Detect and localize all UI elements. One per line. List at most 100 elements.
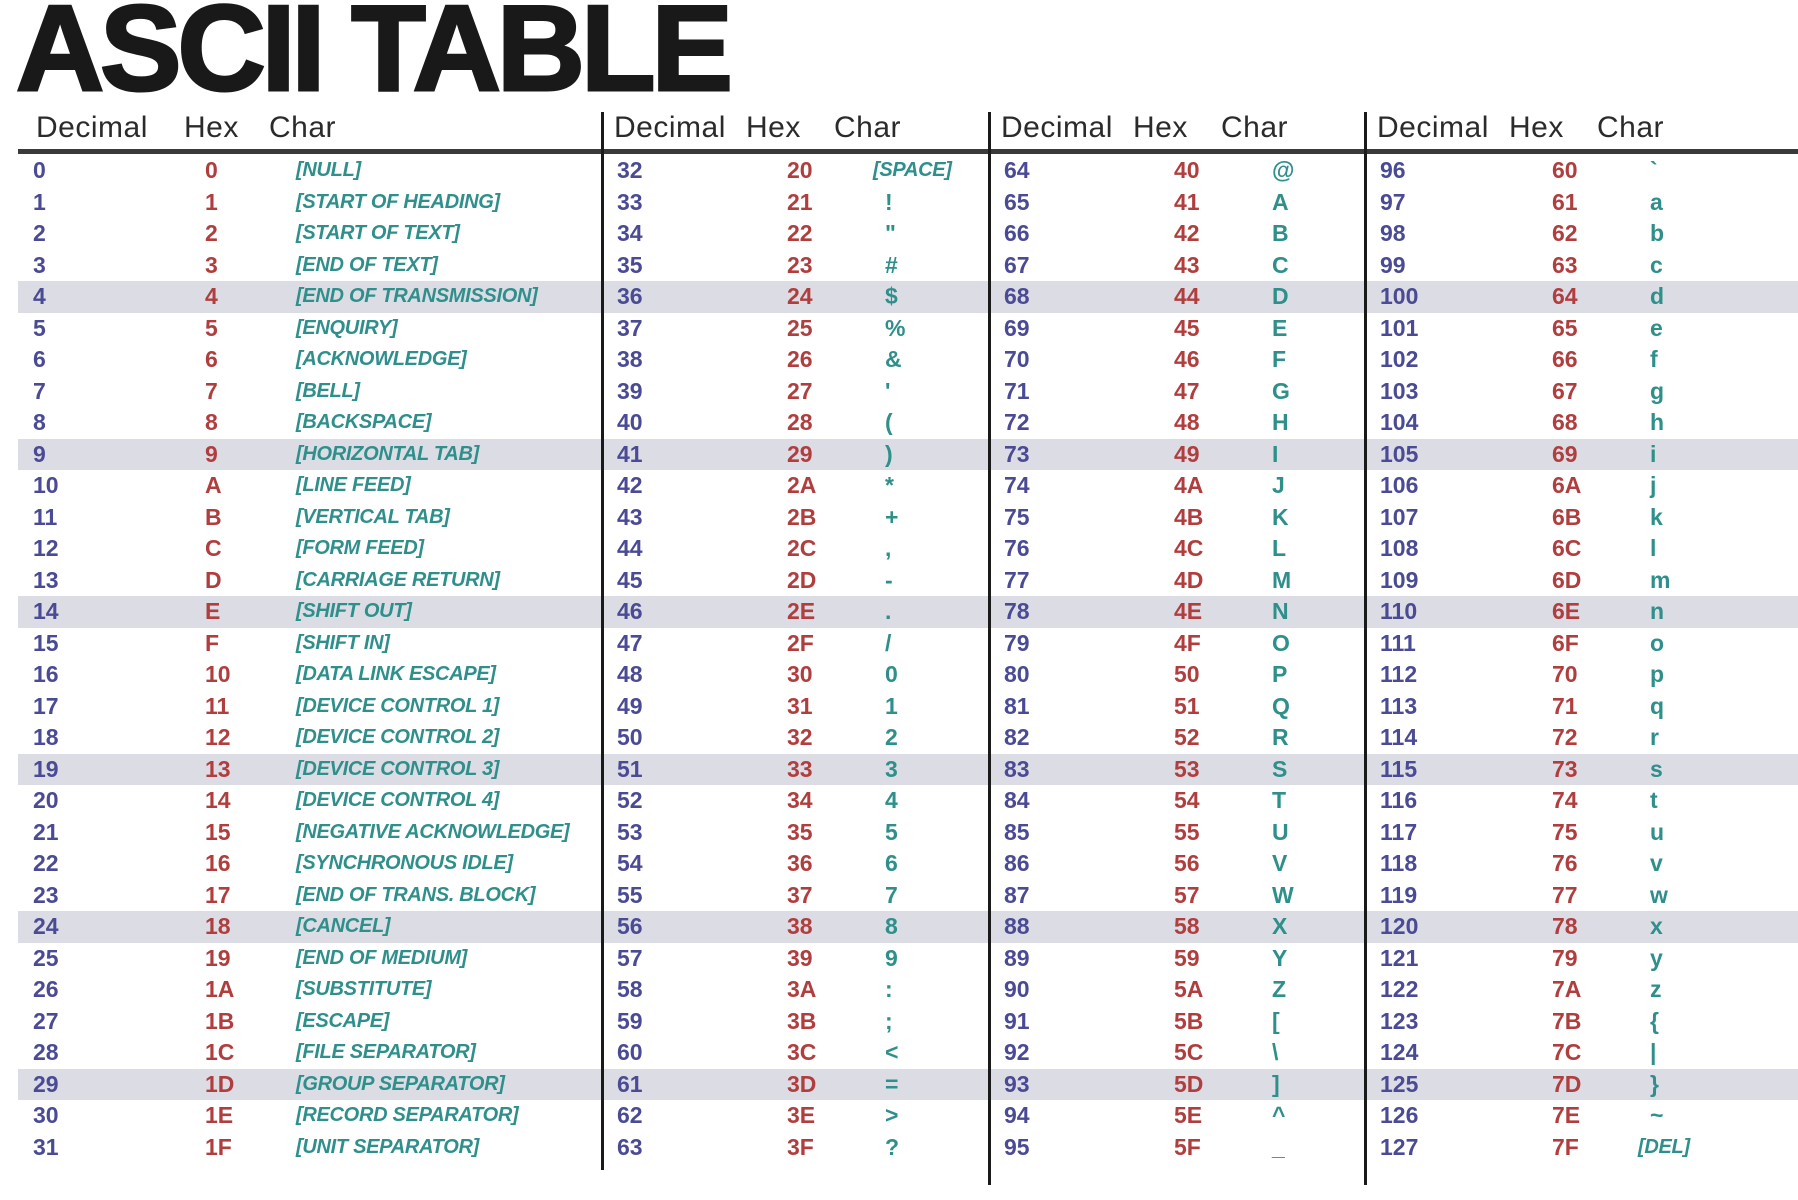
table-row: 36 24 $ xyxy=(601,281,988,313)
table-row: 78 4E N xyxy=(988,596,1364,628)
decimal-cell: 49 xyxy=(617,692,643,719)
table-row: 32 20 [SPACE] xyxy=(601,155,988,187)
hex-cell: 4A xyxy=(1174,472,1204,498)
char-cell: [GROUP SEPARATOR] xyxy=(296,1072,505,1095)
decimal-cell: 113 xyxy=(1380,692,1418,719)
decimal-cell: 39 xyxy=(617,377,643,404)
hex-cell: 18 xyxy=(205,913,231,939)
hex-cell: 1D xyxy=(205,1070,235,1097)
decimal-cell: 89 xyxy=(1004,944,1030,971)
char-cell: Y xyxy=(1272,944,1288,971)
char-cell: E xyxy=(1272,314,1288,341)
table-row: 51 33 3 xyxy=(601,754,988,786)
hex-cell: 33 xyxy=(787,755,813,782)
char-cell: [HORIZONTAL TAB] xyxy=(296,442,479,465)
table-row: 124 7C | xyxy=(1364,1037,1798,1069)
hex-cell: 4C xyxy=(1174,535,1204,561)
decimal-cell: 105 xyxy=(1380,440,1419,467)
char-cell: 6 xyxy=(885,850,898,876)
decimal-cell: 37 xyxy=(617,314,643,341)
char-cell: e xyxy=(1650,314,1663,341)
hex-cell: 1F xyxy=(205,1133,232,1160)
decimal-cell: 72 xyxy=(1004,409,1030,435)
char-cell: [END OF TRANSMISSION] xyxy=(296,285,538,307)
hex-cell: 5F xyxy=(1174,1133,1201,1160)
table-row: 22 16 [SYNCHRONOUS IDLE] xyxy=(0,848,601,880)
decimal-cell: 76 xyxy=(1004,535,1030,561)
hex-cell: 5 xyxy=(205,314,218,341)
decimal-cell: 73 xyxy=(1004,440,1030,467)
hex-cell: D xyxy=(205,566,222,593)
table-row: 119 77 w xyxy=(1364,880,1798,912)
table-row: 54 36 6 xyxy=(601,848,988,880)
decimal-cell: 29 xyxy=(33,1070,59,1097)
hex-cell: 56 xyxy=(1174,850,1200,876)
char-cell: R xyxy=(1272,724,1289,750)
table-row: 16 10 [DATA LINK ESCAPE] xyxy=(0,659,601,691)
hex-cell: 76 xyxy=(1552,850,1578,876)
hex-cell: 2F xyxy=(787,629,814,656)
header-hex-group2: Hex xyxy=(746,111,801,144)
table-row: 48 30 0 xyxy=(601,659,988,691)
hex-cell: 3B xyxy=(787,1007,817,1034)
hex-cell: 69 xyxy=(1552,440,1578,467)
char-cell: + xyxy=(885,503,899,530)
char-cell: ? xyxy=(885,1133,900,1160)
char-cell: c xyxy=(1650,251,1663,278)
hex-cell: 4E xyxy=(1174,598,1203,624)
table-row: 21 15 [NEGATIVE ACKNOWLEDGE] xyxy=(0,817,601,849)
decimal-cell: 75 xyxy=(1004,503,1030,530)
table-row: 38 26 & xyxy=(601,344,988,376)
hex-cell: 3E xyxy=(787,1102,816,1128)
decimal-cell: 16 xyxy=(33,661,59,687)
hex-cell: 29 xyxy=(787,440,813,467)
decimal-cell: 111 xyxy=(1380,629,1416,656)
hex-cell: 67 xyxy=(1552,377,1578,404)
hex-cell: 7B xyxy=(1552,1007,1582,1034)
table-row: 27 1B [ESCAPE] xyxy=(0,1006,601,1038)
decimal-cell: 9 xyxy=(33,440,46,467)
hex-cell: 4 xyxy=(205,283,218,309)
table-row: 116 74 t xyxy=(1364,785,1798,817)
hex-cell: 11 xyxy=(205,692,230,719)
hex-cell: 3C xyxy=(787,1039,817,1065)
hex-cell: 24 xyxy=(787,283,813,309)
decimal-cell: 90 xyxy=(1004,976,1030,1002)
table-row: 75 4B K xyxy=(988,502,1364,534)
header-decimal-group3: Decimal xyxy=(1001,111,1113,144)
highlight-band xyxy=(18,596,1798,628)
hex-cell: 25 xyxy=(787,314,813,341)
table-row: 127 7F [DEL] xyxy=(1364,1132,1798,1164)
table-row: 109 6D m xyxy=(1364,565,1798,597)
char-cell: @ xyxy=(1272,157,1295,183)
decimal-cell: 42 xyxy=(617,472,643,498)
decimal-cell: 51 xyxy=(617,755,643,782)
table-row: 15 F [SHIFT IN] xyxy=(0,628,601,660)
decimal-cell: 68 xyxy=(1004,283,1030,309)
decimal-cell: 12 xyxy=(33,535,59,561)
table-row: 37 25% xyxy=(601,313,988,345)
hex-cell: 55 xyxy=(1174,818,1200,845)
table-row: 85 55 U xyxy=(988,817,1364,849)
char-cell: 7 xyxy=(885,881,898,908)
table-row: 25 19 [END OF MEDIUM] xyxy=(0,943,601,975)
hex-cell: 52 xyxy=(1174,724,1200,750)
char-cell: [DATA LINK ESCAPE] xyxy=(296,663,496,685)
char-cell: [VERTICAL TAB] xyxy=(296,505,450,528)
table-row: 66 42 B xyxy=(988,218,1364,250)
decimal-cell: 121 xyxy=(1380,944,1419,971)
char-cell: o xyxy=(1650,629,1665,656)
decimal-cell: 110 xyxy=(1380,598,1418,624)
table-row: 56 38 8 xyxy=(601,911,988,943)
table-row: 123 7B { xyxy=(1364,1006,1798,1038)
table-row: 77 4D M xyxy=(988,565,1364,597)
table-row: 121 79 y xyxy=(1364,943,1798,975)
char-cell: T xyxy=(1272,787,1287,813)
decimal-cell: 125 xyxy=(1380,1070,1419,1097)
decimal-cell: 101 xyxy=(1380,314,1419,341)
char-cell: x xyxy=(1650,913,1663,939)
decimal-cell: 119 xyxy=(1380,881,1418,908)
char-cell: A xyxy=(1272,188,1289,215)
decimal-cell: 116 xyxy=(1380,787,1418,813)
char-cell: F xyxy=(1272,346,1287,372)
